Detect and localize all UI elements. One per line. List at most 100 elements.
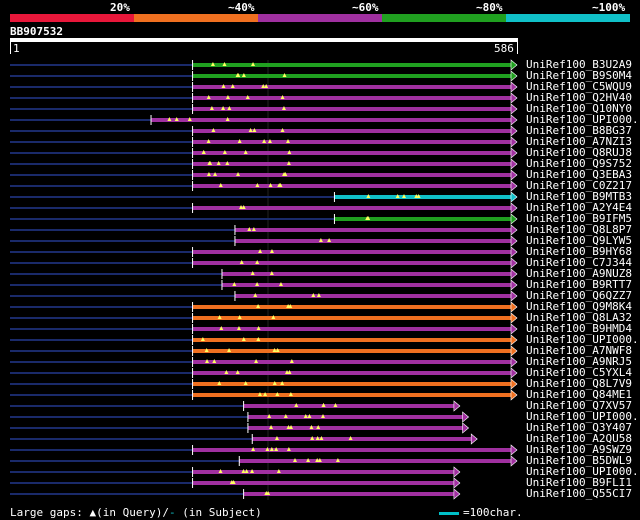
gap-in-query-marker — [395, 194, 400, 198]
hit-end-arrow — [510, 125, 518, 137]
hit-label[interactable]: UniRef100_Q84ME1 — [526, 388, 632, 401]
gap-in-query-marker — [167, 117, 172, 121]
hit-end-arrow — [453, 477, 461, 489]
hit-label[interactable]: UniRef100_B8BG37 — [526, 124, 632, 137]
hit-alignment-bar — [192, 448, 511, 452]
hit-alignment-bar — [234, 294, 512, 298]
hit-label[interactable]: UniRef100_Q10NY0 — [526, 102, 632, 115]
gap-in-query-marker — [217, 381, 222, 385]
hit-label[interactable]: UniRef100_Q7XV57 — [526, 399, 632, 412]
gap-in-query-marker — [265, 447, 270, 451]
gap-in-query-marker — [243, 381, 248, 385]
hit-alignment-bar — [234, 228, 512, 232]
hit-label[interactable]: UniRef100_A7NWF8 — [526, 344, 632, 357]
hit-alignment-bar — [192, 349, 511, 353]
hit-end-arrow — [510, 103, 518, 115]
hit-label[interactable]: UniRef100_UPI000... — [526, 333, 640, 346]
hit-label[interactable]: UniRef100_Q8LA32 — [526, 311, 632, 324]
query-name: BB907532 — [10, 25, 63, 38]
gap-in-query-marker — [321, 403, 326, 407]
hit-alignment-bar — [247, 415, 463, 419]
hit-label[interactable]: UniRef100_A9SWZ9 — [526, 443, 632, 456]
hit-alignment-bar — [252, 437, 472, 441]
hit-label[interactable]: UniRef100_C5YXL4 — [526, 366, 632, 379]
hit-label[interactable]: UniRef100_A9NRJ5 — [526, 355, 632, 368]
gap-in-query-marker — [225, 95, 230, 99]
hit-alignment-bar — [192, 261, 511, 265]
hit-label[interactable]: UniRef100_B5DWL9 — [526, 454, 632, 467]
gap-in-query-marker — [212, 359, 217, 363]
gap-in-query-marker — [201, 150, 206, 154]
hit-alignment-bar — [192, 107, 511, 111]
hit-label[interactable]: UniRef100_Q9LYW5 — [526, 234, 632, 247]
hit-label[interactable]: UniRef100_Q8RUJ8 — [526, 146, 632, 159]
gap-in-query-marker — [272, 348, 277, 352]
gap-in-query-marker — [244, 469, 249, 473]
hit-label[interactable]: UniRef100_A7NZI3 — [526, 135, 632, 148]
gap-in-query-marker — [272, 381, 277, 385]
hit-label[interactable]: UniRef100_Q8L7V9 — [526, 377, 632, 390]
hit-label[interactable]: UniRef100_A9NUZ8 — [526, 267, 632, 280]
gap-in-query-marker — [258, 249, 263, 253]
gap-in-query-marker — [282, 172, 287, 176]
legend-label-20: 20% — [110, 1, 130, 14]
hit-end-arrow — [510, 92, 518, 104]
gap-in-query-marker — [365, 216, 370, 220]
hit-label[interactable]: UniRef100_C5WQU9 — [526, 80, 632, 93]
gap-in-query-marker — [280, 95, 285, 99]
gap-in-query-label: (in Query)/ — [96, 506, 169, 519]
hit-label[interactable]: UniRef100_C7J344 — [526, 256, 632, 269]
legend-seg-4 — [382, 14, 506, 22]
gap-in-query-marker — [263, 392, 268, 396]
hit-end-arrow — [510, 444, 518, 456]
hit-label[interactable]: UniRef100_B9S0M4 — [526, 69, 632, 82]
gap-in-query-marker — [293, 458, 298, 462]
hit-label[interactable]: UniRef100_A2QU58 — [526, 432, 632, 445]
hit-label[interactable]: UniRef100_Q55CI7 — [526, 487, 632, 500]
hit-end-arrow — [510, 279, 518, 291]
hit-label[interactable]: UniRef100_B3U2A9 — [526, 58, 632, 71]
gap-in-query-marker — [250, 271, 255, 275]
hit-end-arrow — [510, 345, 518, 357]
gap-in-query-marker — [289, 359, 294, 363]
hit-label[interactable]: UniRef100_B9HMD4 — [526, 322, 632, 335]
gap-in-query-marker — [218, 183, 223, 187]
gap-in-query-marker — [239, 260, 244, 264]
hit-end-arrow — [510, 246, 518, 258]
hit-end-arrow — [510, 136, 518, 148]
hit-label[interactable]: UniRef100_B9MTB3 — [526, 190, 632, 203]
hit-alignment-bar — [192, 382, 511, 386]
gap-in-query-icon: ▲ — [89, 506, 97, 519]
hit-label[interactable]: UniRef100_Q9S752 — [526, 157, 632, 170]
gap-in-query-marker — [316, 293, 321, 297]
hit-end-arrow — [510, 334, 518, 346]
hit-end-arrow — [510, 224, 518, 236]
hit-alignment-bar — [192, 316, 511, 320]
gap-in-query-marker — [286, 447, 291, 451]
gap-in-query-marker — [267, 414, 272, 418]
gap-in-query-marker — [317, 458, 322, 462]
hit-alignment-bar — [192, 140, 511, 144]
hit-label[interactable]: UniRef100_B9IFM5 — [526, 212, 632, 225]
hit-label[interactable]: UniRef100_UPI000... — [526, 465, 640, 478]
hit-label[interactable]: UniRef100_Q8L8P7 — [526, 223, 632, 236]
gap-in-query-marker — [237, 139, 242, 143]
hit-label[interactable]: UniRef100_C0Z217 — [526, 179, 632, 192]
hit-label[interactable]: UniRef100_Q3EBA3 — [526, 168, 632, 181]
hit-label[interactable]: UniRef100_Q9M8K4 — [526, 300, 632, 313]
gap-in-query-marker — [335, 458, 340, 462]
hit-alignment-bar — [243, 492, 454, 496]
hit-label[interactable]: UniRef100_B9HY68 — [526, 245, 632, 258]
hit-label[interactable]: UniRef100_Q2HV40 — [526, 91, 632, 104]
hit-label[interactable]: UniRef100_A2Y4E4 — [526, 201, 632, 214]
hit-label[interactable]: UniRef100_UPI000... — [526, 410, 640, 423]
hit-label[interactable]: UniRef100_Q3Y407 — [526, 421, 632, 434]
gap-in-query-marker — [237, 315, 242, 319]
gap-in-query-marker — [274, 447, 279, 451]
hit-label[interactable]: UniRef100_B9RTT7 — [526, 278, 632, 291]
gap-in-query-marker — [255, 260, 260, 264]
hit-label[interactable]: UniRef100_Q6QZZ7 — [526, 289, 632, 302]
hit-label[interactable]: UniRef100_UPI000... — [526, 113, 640, 126]
hit-label[interactable]: UniRef100_B9FLI1 — [526, 476, 632, 489]
